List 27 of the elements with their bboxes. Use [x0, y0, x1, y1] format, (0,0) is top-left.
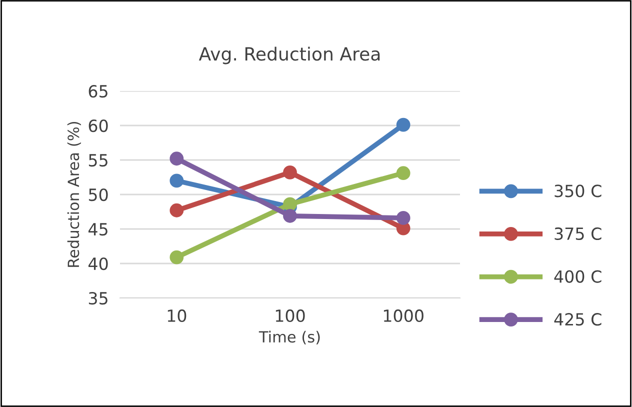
chart-title: Avg. Reduction Area — [198, 46, 380, 64]
x-tick-label: 100 — [276, 309, 305, 322]
point — [283, 208, 297, 223]
y-tick-label: 65 — [88, 84, 108, 98]
y-tick-label: 55 — [88, 154, 108, 167]
legend-label: 350 C — [554, 184, 602, 198]
y-tick-label: 45 — [88, 223, 108, 236]
x-tick-label: 1000 — [384, 309, 424, 322]
x-tick-label: 10 — [168, 309, 186, 322]
y-axis-title: Reduction Area (%) — [67, 122, 81, 267]
point — [396, 166, 410, 180]
point — [396, 118, 410, 132]
x-axis-title: Time (s) — [258, 330, 320, 344]
legend-label: 425 C — [554, 313, 602, 326]
point — [170, 203, 184, 218]
legend-label: 400 C — [554, 270, 602, 283]
y-tick-label: 40 — [88, 257, 108, 270]
y-tick-label: 35 — [88, 292, 108, 305]
point — [170, 250, 184, 264]
point — [170, 152, 184, 166]
point — [396, 211, 410, 225]
point — [170, 174, 184, 188]
y-tick-label: 50 — [88, 188, 108, 202]
y-tick-label: 60 — [88, 119, 108, 132]
point — [283, 165, 297, 180]
legend-label: 375 C — [554, 227, 602, 240]
point — [283, 197, 297, 212]
